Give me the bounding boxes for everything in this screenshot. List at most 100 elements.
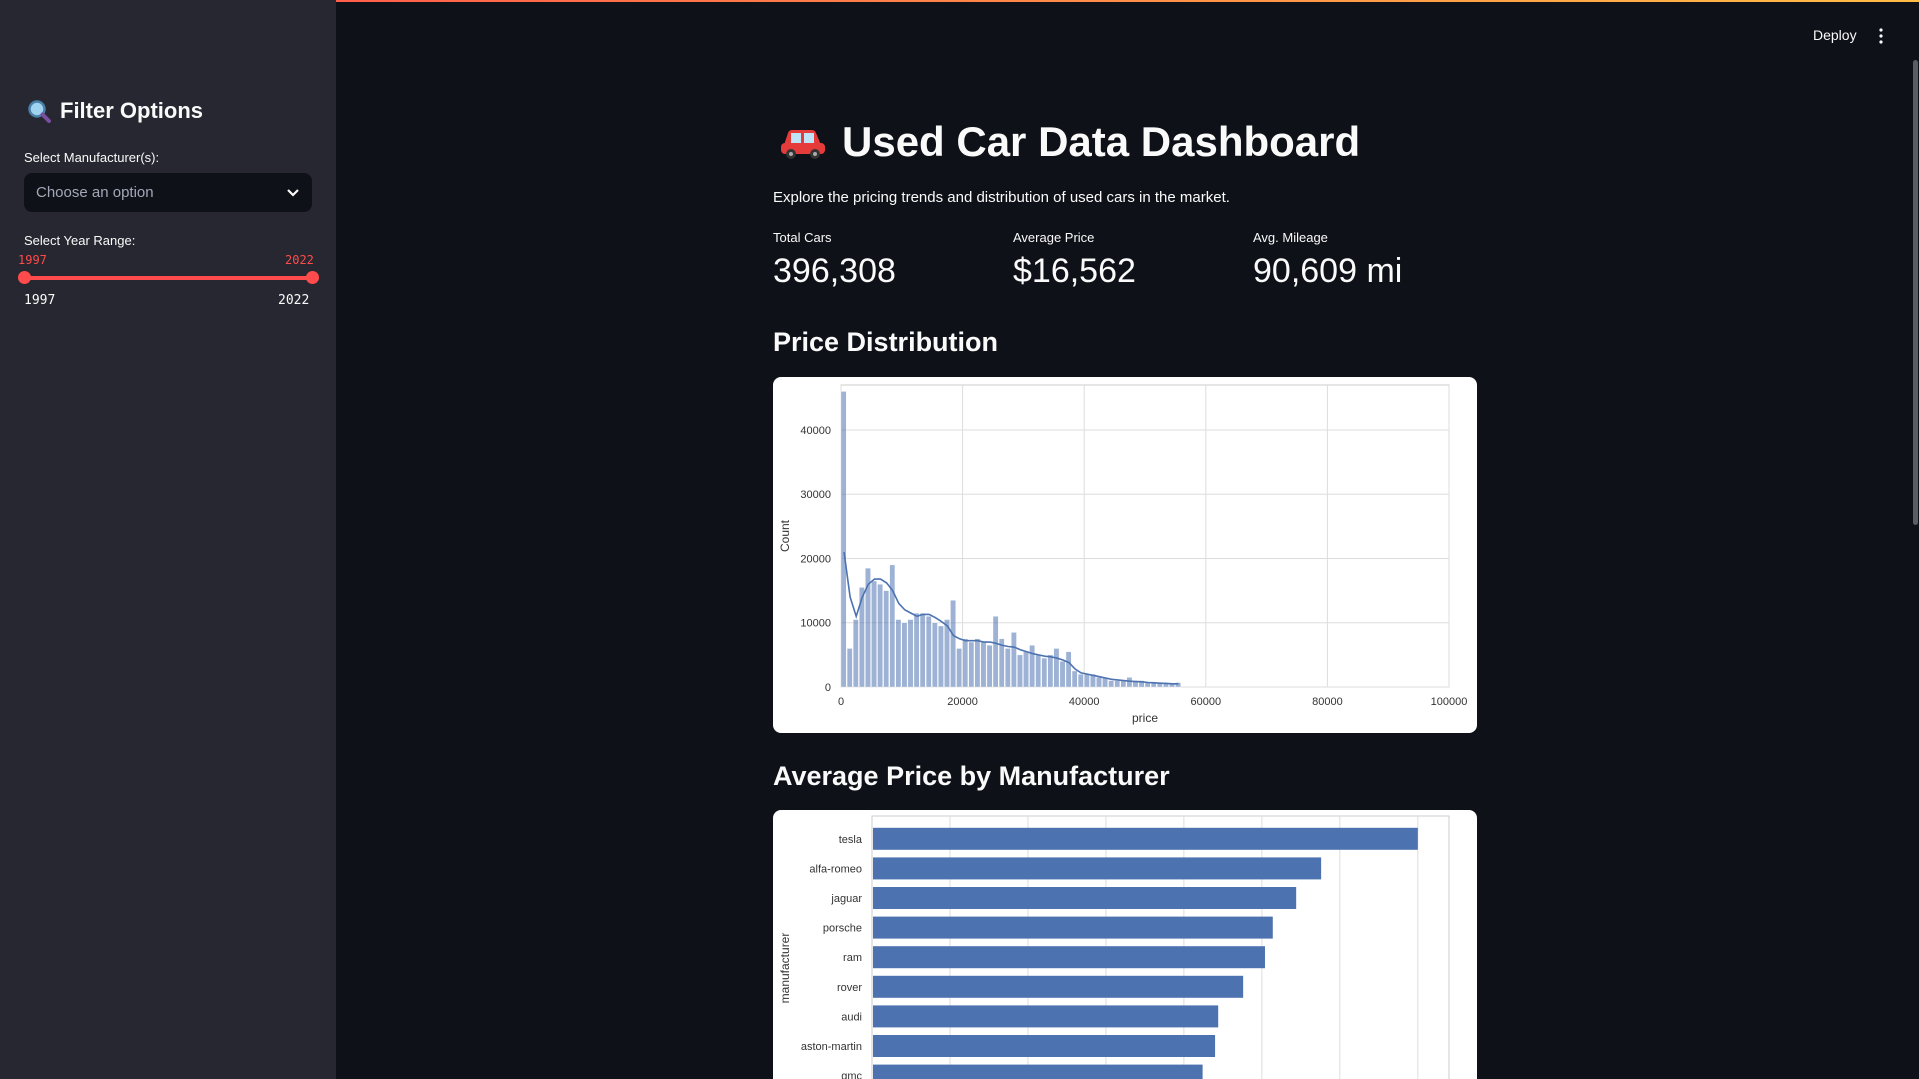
year-max-label: 2022 <box>278 293 310 308</box>
x-tick-label: 100000 <box>1431 696 1468 708</box>
histogram-bar <box>998 638 1005 688</box>
x-axis-label: price <box>1132 711 1158 725</box>
top-decoration-bar <box>0 0 1919 2</box>
histogram-bar <box>1029 645 1035 688</box>
histogram-bar <box>1041 657 1048 688</box>
histogram-bar <box>931 622 938 688</box>
x-tick-label: 80000 <box>1312 696 1343 708</box>
manufacturer-bar <box>873 1035 1216 1057</box>
metric-total-cars-value: 396,308 <box>773 252 896 290</box>
manufacturer-tick-label: alfa-romeo <box>809 863 862 875</box>
x-tick-label: 40000 <box>1069 696 1100 708</box>
y-tick-label: 30000 <box>800 489 831 501</box>
avg-price-chart: tesla alfa-romeo jaguar porsche ram rover audi… <box>778 815 1450 1079</box>
manufacturer-select[interactable]: Choose an option <box>24 173 312 212</box>
histogram-bar <box>1108 680 1114 688</box>
histogram-bar <box>1163 682 1169 688</box>
histogram-bar <box>913 612 920 688</box>
price-distribution-heading: Price Distribution <box>773 327 999 357</box>
year-low-handle[interactable] <box>18 271 31 284</box>
metric-total-cars-label: Total Cars <box>773 230 832 245</box>
manufacturer-tick-label: porsche <box>823 923 862 935</box>
histogram-bar <box>974 638 981 688</box>
histogram-bar <box>944 619 950 688</box>
year-high-value: 2022 <box>285 253 314 267</box>
manufacturer-bar <box>873 946 1265 969</box>
kde-line <box>843 551 1179 685</box>
histogram-bar <box>1132 680 1139 688</box>
histogram-bar <box>938 625 944 688</box>
histogram-bar <box>1084 673 1090 688</box>
histogram-bar <box>968 641 975 688</box>
histogram-bar <box>962 638 969 688</box>
avg-price-chart-card: tesla alfa-romeo jaguar porsche ram rover audi… <box>773 810 1477 1079</box>
x-tick-label: 20000 <box>947 696 978 708</box>
histogram-bar <box>1047 654 1054 688</box>
y-tick-label: 40000 <box>800 425 831 437</box>
y-axis-label: Count <box>778 519 792 552</box>
y-tick-label: 20000 <box>800 553 831 565</box>
manufacturer-tick-label: tesla <box>839 834 863 846</box>
histogram-bar <box>901 622 908 688</box>
page-subtitle: Explore the pricing trends and distribut… <box>773 189 1230 206</box>
histogram-bar <box>1138 680 1145 688</box>
price-distribution-chart: 0 20000 40000 60000 80000 100000 0 10000 20000 30… <box>778 384 1468 725</box>
manufacturer-tick-label: audi <box>841 1011 862 1023</box>
year-high-handle[interactable] <box>306 271 319 284</box>
magnifier-icon <box>28 100 51 123</box>
histogram-bar <box>865 567 871 688</box>
main-scrollbar[interactable] <box>1913 60 1918 525</box>
histogram-bar <box>1065 651 1072 688</box>
histogram-bar <box>871 580 877 688</box>
histogram-bar <box>1175 682 1181 688</box>
x-tick-label: 60000 <box>1191 696 1222 708</box>
sidebar-title: Filter Options <box>26 98 203 124</box>
metric-average-price-value: $16,562 <box>1013 252 1136 290</box>
deploy-button[interactable]: Deploy <box>1813 27 1857 43</box>
manufacturer-tick-label: aston-martin <box>801 1041 862 1053</box>
histogram-bar <box>840 391 847 688</box>
histogram-bar <box>1023 651 1029 688</box>
metric-average-price-label: Average Price <box>1013 230 1095 245</box>
histogram-bar <box>1114 680 1121 688</box>
manufacturer-bar <box>873 916 1273 939</box>
histogram-bar <box>846 648 853 688</box>
manufacturer-label: Select Manufacturer(s): <box>24 150 160 165</box>
histogram-bar <box>852 619 859 688</box>
manufacturer-bar <box>873 1064 1203 1079</box>
histogram-bar <box>919 612 926 688</box>
histogram-bar <box>895 619 902 688</box>
histogram-bar <box>925 616 932 688</box>
year-low-value: 1997 <box>18 253 47 267</box>
histogram-bar <box>1071 670 1078 688</box>
page-title-text: Used Car Data Dashboard <box>842 118 1361 165</box>
x-tick-label: 0 <box>838 696 844 708</box>
histogram-bar <box>1077 673 1084 688</box>
histogram-bar <box>907 619 914 688</box>
year-range-label: Select Year Range: <box>24 233 136 248</box>
sidebar-title-text: Filter Options <box>60 98 203 123</box>
histogram-bar <box>1011 632 1017 688</box>
manufacturer-bar <box>873 887 1297 909</box>
car-icon <box>781 130 825 159</box>
chevron-down-icon <box>287 188 299 197</box>
manufacturer-bar <box>873 857 1322 880</box>
y-tick-label: 0 <box>825 682 831 694</box>
manufacturer-tick-label: rover <box>837 982 862 994</box>
histogram-bar <box>1053 648 1060 688</box>
year-min-label: 1997 <box>24 293 56 308</box>
histogram-bar <box>1017 654 1023 688</box>
histogram-bar <box>1035 654 1042 688</box>
avg-price-heading: Average Price by Manufacturer <box>773 761 1170 791</box>
manufacturer-tick-label: ram <box>843 952 862 964</box>
histogram-bar <box>980 641 987 688</box>
sidebar: Filter Options Select Manufacturer(s): C… <box>0 0 336 1079</box>
histogram-bar <box>956 648 963 688</box>
y-axis-label: manufacturer <box>778 933 792 1004</box>
histogram-bar <box>1120 680 1127 688</box>
year-range-track[interactable] <box>24 276 313 280</box>
histogram-bar <box>859 587 865 688</box>
manufacturer-bar <box>873 975 1244 998</box>
more-vertical-icon[interactable] <box>1876 27 1886 45</box>
histogram-bar <box>992 616 999 688</box>
